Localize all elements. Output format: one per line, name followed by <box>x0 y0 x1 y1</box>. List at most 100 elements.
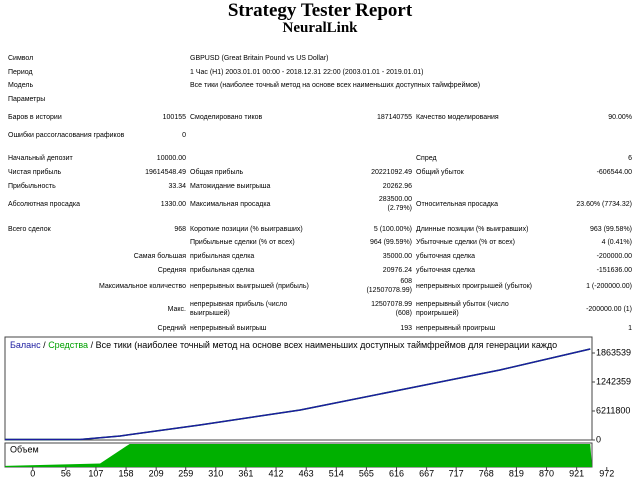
cell: Спред <box>416 154 437 162</box>
cell: Всего сделок <box>8 225 51 233</box>
cell: 90.00% <box>608 113 632 121</box>
cell: GBPUSD (Great Britain Pound vs US Dollar… <box>190 54 329 62</box>
cell: убыточная сделка <box>416 266 476 274</box>
x-tick-label: 616 <box>389 468 404 478</box>
cell: 19614548.49 <box>145 168 186 176</box>
cell: 20262.96 <box>382 182 412 190</box>
x-tick-label: 0 <box>30 468 35 478</box>
plot-frame <box>4 336 593 441</box>
cell: Баров в истории <box>8 113 62 121</box>
cell: 5 (100.00%) <box>373 225 412 233</box>
x-tick-label: 819 <box>509 468 524 478</box>
cell: Общий убыток <box>416 168 464 176</box>
cell: 4 (0.41%) <box>601 238 632 246</box>
cell: непрерывных проигрышей (убыток) <box>416 282 533 290</box>
x-tick-label: 972 <box>599 468 614 478</box>
volume-label: Объем <box>10 444 39 454</box>
cell: 100155 <box>162 113 186 121</box>
x-tick-label: 209 <box>149 468 164 478</box>
cell: Модель <box>8 81 34 89</box>
cell: убыточная сделка <box>416 252 476 260</box>
cell: 964 (99.59%) <box>369 238 412 246</box>
cell: 33.34 <box>168 182 186 190</box>
cell: Убыточные сделки (% от всех) <box>416 238 515 246</box>
cell: 0 <box>182 131 186 139</box>
cell: 10000.00 <box>156 154 186 162</box>
cell: Смоделировано тиков <box>190 113 263 121</box>
cell: прибыльная сделка <box>190 266 255 274</box>
cell: Общая прибыль <box>190 168 244 176</box>
y-tick-label: 0 <box>596 434 601 444</box>
cell: 6 <box>628 154 632 162</box>
cell: Начальный депозит <box>8 154 73 162</box>
cell: Прибыльные сделки (% от всех) <box>190 238 295 246</box>
volume-area <box>5 444 592 467</box>
chart: 0 6211800 1242359 1863539 0 56 107 158 209 259 310… <box>4 336 631 478</box>
x-tick-label: 717 <box>449 468 464 478</box>
legend-entry: Средства <box>48 340 88 350</box>
legend-separator: / <box>43 340 46 350</box>
cell: -200000.00 <box>596 252 632 260</box>
x-tick-label: 768 <box>479 468 494 478</box>
x-tick-label: 870 <box>539 468 554 478</box>
title: Strategy Tester Report <box>227 0 413 21</box>
cell: 35000.00 <box>382 252 412 260</box>
cell: Параметры <box>8 95 46 103</box>
cell: Средняя <box>157 266 186 274</box>
legend-separator: / <box>91 340 94 350</box>
cell: непрерывных выигрышей (прибыль) <box>190 282 309 290</box>
cell: 608 (12507078.99) <box>366 278 412 294</box>
cell: Средний <box>157 324 186 332</box>
cell: -200000.00 (1) <box>586 305 632 313</box>
cell: 20221092.49 <box>371 168 412 176</box>
cell: непрерывный проигрыш <box>416 324 496 332</box>
cell: 187140755 <box>376 113 412 121</box>
cell: Символ <box>8 54 34 62</box>
y-tick-label: 1863539 <box>596 347 631 357</box>
x-tick-label: 921 <box>569 468 584 478</box>
cell: Максимальное количество <box>98 282 186 290</box>
x-tick-label: 412 <box>269 468 284 478</box>
cell: непрерывная прибыль (число выигрышей) <box>190 301 288 317</box>
x-tick-label: 56 <box>61 468 71 478</box>
cell: 20976.24 <box>382 266 412 274</box>
y-tick-label: 1242359 <box>596 376 631 386</box>
cell: Качество моделирования <box>416 113 499 121</box>
cell: непрерывный выигрыш <box>190 324 267 332</box>
x-tick-label: 107 <box>88 468 103 478</box>
subtitle: NeuralLink <box>282 20 358 36</box>
cell: Длинные позиции (% выигравших) <box>416 225 529 233</box>
cell: Все тики (наиболее точный метод на основ… <box>190 81 481 89</box>
cell: Короткие позиции (% выигравших) <box>190 225 303 233</box>
x-tick-label: 361 <box>238 468 253 478</box>
cell: 23.60% (7734.32) <box>576 200 632 208</box>
cell: непрерывный убыток (число проигрышей) <box>416 301 509 317</box>
x-tick-label: 514 <box>329 468 344 478</box>
cell: Макс. <box>167 305 186 313</box>
cell: прибыльная сделка <box>190 252 255 260</box>
x-tick-label: 565 <box>359 468 374 478</box>
legend: Баланс / Средства / Все тики (наиболее т… <box>10 340 557 350</box>
cell: 193 <box>400 324 412 332</box>
legend-entry: Баланс <box>10 340 41 350</box>
cell: Ошибки рассогласования графиков <box>8 131 125 139</box>
cell: Относительная просадка <box>416 200 498 208</box>
x-tick-label: 310 <box>208 468 223 478</box>
cell: 1 (-200000.00) <box>586 282 632 290</box>
y-tick-label: 6211800 <box>596 405 630 415</box>
cell: Период <box>8 68 33 76</box>
cell: 963 (99.58%) <box>589 225 632 233</box>
series-line <box>5 348 591 441</box>
x-tick-label: 463 <box>299 468 314 478</box>
cell: 968 <box>174 225 186 233</box>
cell: 1 <box>628 324 632 332</box>
legend-note: Все тики (наиболее точный метод на основ… <box>96 340 558 350</box>
cell: Матожидание выигрыша <box>190 182 271 190</box>
cell: 1 Час (H1) 2003.01.01 00:00 - 2018.12.31… <box>190 68 424 76</box>
x-tick-label: 667 <box>419 468 434 478</box>
cell: Самая большая <box>133 252 186 260</box>
cell: Чистая прибыль <box>8 168 62 176</box>
cell: Максимальная просадка <box>190 200 271 208</box>
cell: 12507078.99 (608) <box>371 301 412 317</box>
